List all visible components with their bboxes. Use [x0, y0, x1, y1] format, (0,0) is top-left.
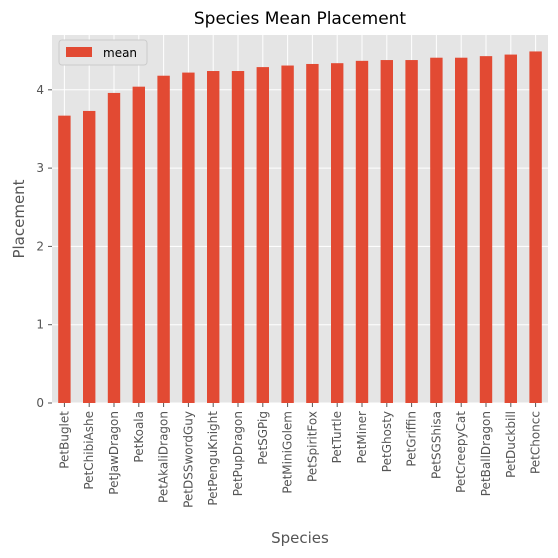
x-tick-label: PetPupDragon	[231, 411, 245, 496]
bar	[58, 115, 71, 404]
y-tick-label: 4	[36, 83, 44, 97]
bar	[157, 75, 170, 403]
x-tick-label: PetJawDragon	[107, 411, 121, 495]
x-axis-label: Species	[271, 529, 329, 547]
y-tick-label: 0	[36, 396, 44, 410]
bar	[207, 71, 220, 403]
y-tick-label: 3	[36, 161, 44, 175]
bar	[256, 67, 269, 404]
x-tick-label: PetChoncc	[529, 411, 543, 474]
x-tick-label: PetCreepyCat	[454, 411, 468, 493]
x-tick-label: PetDSSwordGuy	[181, 411, 195, 508]
legend-box	[58, 39, 148, 66]
bar	[231, 71, 245, 403]
y-axis-label: Placement	[10, 179, 28, 258]
bar	[107, 92, 121, 403]
chart-title: Species Mean Placement	[194, 9, 407, 29]
x-tick-label: PetSGShisa	[429, 411, 443, 479]
bar	[355, 60, 369, 404]
x-tick-label: PetBallDragon	[479, 411, 493, 496]
bar	[430, 57, 443, 403]
y-tick-label: 2	[36, 239, 44, 253]
x-axis-ticks: PetBuglet PetChibiAshe PetJawDragon PetKoal…	[57, 403, 543, 508]
x-tick-label: PetTurtle	[330, 411, 344, 463]
bar	[529, 51, 542, 403]
x-tick-label: PetPenguKnight	[206, 411, 220, 506]
bar	[182, 72, 195, 403]
x-tick-label: PetSGPig	[256, 411, 270, 465]
x-tick-label: PetBuglet	[57, 411, 71, 469]
bar	[83, 110, 96, 403]
bar	[455, 57, 468, 403]
bar	[405, 60, 418, 403]
x-tick-label: PetDuckbill	[504, 411, 518, 478]
legend: mean	[58, 39, 148, 66]
x-tick-label: PetMiner	[355, 411, 369, 464]
bar	[281, 65, 294, 404]
y-tick-label: 1	[36, 318, 44, 332]
x-tick-label: PetMiniGolem	[281, 411, 295, 494]
x-tick-label: PetAkaliDragon	[157, 411, 171, 503]
x-tick-label: PetGhosty	[380, 411, 394, 472]
bar	[504, 54, 517, 404]
x-tick-label: PetChibiAshe	[82, 411, 96, 490]
legend-swatch	[66, 47, 92, 57]
bar	[132, 86, 145, 403]
x-tick-label: PetKoala	[132, 411, 146, 463]
bar	[306, 63, 319, 403]
bar	[380, 60, 393, 403]
x-tick-label: PetSpiritFox	[305, 411, 319, 482]
x-tick-label: PetGriffin	[405, 411, 419, 467]
y-axis-ticks: 0 1 2 3 4	[36, 83, 52, 410]
bar	[331, 63, 344, 404]
bars	[58, 51, 542, 404]
legend-label: mean	[103, 46, 137, 60]
bar	[479, 56, 493, 403]
